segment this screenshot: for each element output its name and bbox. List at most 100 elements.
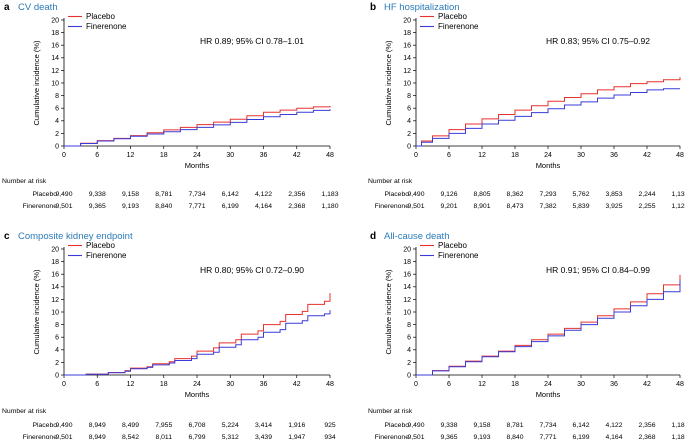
risk-cell: 3,853 [605, 191, 622, 198]
y-tick-label: 14 [403, 55, 411, 62]
y-tick-label: 8 [55, 93, 59, 100]
risk-cell: 4,164 [255, 203, 272, 210]
x-tick-label: 42 [293, 152, 301, 159]
risk-cell: 1,183 [671, 422, 685, 429]
risk-cell: 2,368 [288, 203, 305, 210]
risk-cell: 7,293 [539, 191, 556, 198]
hr-annotation: HR 0.91; 95% CI 0.84–0.99 [546, 265, 650, 275]
risk-cell: 1,180 [321, 203, 338, 210]
y-axis-label: Cumulative incidence (%) [384, 40, 393, 126]
y-tick-label: 18 [403, 30, 411, 37]
x-tick-label: 18 [160, 152, 168, 159]
y-tick-label: 10 [51, 80, 59, 87]
risk-cell: 2,368 [638, 434, 655, 441]
hr-annotation: HR 0.89; 95% CI 0.78–1.01 [200, 36, 304, 46]
y-tick-label: 6 [407, 335, 411, 342]
risk-table-header: Number at risk [368, 408, 413, 415]
y-tick-label: 8 [407, 322, 411, 329]
x-tick-label: 42 [293, 381, 301, 388]
risk-cell: 5,224 [222, 422, 239, 429]
x-tick-label: 12 [127, 381, 135, 388]
risk-cell: 8,781 [506, 422, 523, 429]
x-tick-label: 24 [544, 152, 552, 159]
risk-cell: 8,840 [506, 434, 523, 441]
x-tick-label: 36 [260, 152, 268, 159]
x-tick-label: 6 [447, 381, 451, 388]
y-tick-label: 18 [403, 259, 411, 266]
risk-cell: 9,126 [440, 191, 457, 198]
series-line-finerenone [64, 310, 331, 376]
panel-letter: a [4, 2, 10, 13]
x-tick-label: 6 [95, 152, 99, 159]
risk-row-label: Finerenone [375, 434, 410, 441]
y-tick-label: 4 [55, 118, 59, 125]
risk-cell: 9,193 [473, 434, 490, 441]
y-tick-label: 10 [403, 309, 411, 316]
y-tick-label: 16 [403, 43, 411, 50]
risk-cell: 3,925 [605, 203, 622, 210]
risk-cell: 3,439 [255, 434, 272, 441]
risk-cell: 2,255 [638, 203, 655, 210]
risk-cell: 5,839 [572, 203, 589, 210]
legend-label: Placebo [438, 12, 467, 21]
risk-cell: 9,490 [55, 422, 72, 429]
risk-cell: 6,142 [572, 422, 589, 429]
x-tick-label: 18 [511, 381, 519, 388]
y-tick-label: 4 [55, 347, 59, 354]
x-tick-label: 48 [326, 152, 334, 159]
risk-cell: 8,840 [155, 203, 172, 210]
series-line-placebo [64, 293, 331, 376]
y-tick-label: 8 [407, 93, 411, 100]
risk-cell: 934 [324, 434, 336, 441]
risk-cell: 6,199 [222, 203, 239, 210]
y-tick-label: 2 [407, 360, 411, 367]
risk-cell: 4,122 [605, 422, 622, 429]
y-tick-label: 6 [55, 335, 59, 342]
risk-cell: 9,490 [55, 191, 72, 198]
risk-cell: 7,955 [155, 422, 172, 429]
legend-label: Finerenone [86, 251, 127, 260]
risk-cell: 7,382 [539, 203, 556, 210]
risk-cell: 9,501 [407, 434, 424, 441]
x-tick-label: 42 [643, 152, 651, 159]
x-tick-label: 48 [676, 381, 684, 388]
y-tick-label: 16 [51, 43, 59, 50]
risk-cell: 7,734 [188, 191, 205, 198]
y-tick-label: 0 [55, 372, 59, 379]
y-tick-label: 14 [51, 55, 59, 62]
y-tick-label: 12 [403, 297, 411, 304]
risk-row-label: Placebo [384, 422, 409, 429]
y-tick-label: 2 [55, 360, 59, 367]
y-tick-label: 16 [403, 272, 411, 279]
y-tick-label: 20 [403, 17, 411, 24]
risk-cell: 8,949 [89, 434, 106, 441]
y-tick-label: 0 [55, 143, 59, 150]
x-tick-label: 48 [676, 152, 684, 159]
panel-letter: c [4, 231, 10, 242]
risk-cell: 9,338 [89, 191, 106, 198]
series-line-placebo [416, 274, 681, 376]
risk-cell: 1,183 [321, 191, 338, 198]
risk-cell: 6,199 [572, 434, 589, 441]
y-axis-label: Cumulative incidence (%) [384, 269, 393, 355]
y-tick-label: 20 [51, 17, 59, 24]
risk-cell: 9,338 [440, 422, 457, 429]
y-tick-label: 0 [407, 372, 411, 379]
y-tick-label: 18 [51, 259, 59, 266]
series-line-placebo [416, 77, 681, 147]
risk-cell: 4,164 [605, 434, 622, 441]
legend-label: Finerenone [438, 251, 479, 260]
legend-label: Placebo [86, 241, 115, 250]
risk-table-header: Number at risk [2, 408, 47, 415]
panel-letter: b [370, 2, 376, 13]
y-tick-label: 12 [403, 68, 411, 75]
x-axis-label: Months [536, 390, 561, 399]
y-axis-label: Cumulative incidence (%) [32, 269, 41, 355]
x-tick-label: 0 [62, 152, 66, 159]
risk-cell: 1,133 [671, 191, 685, 198]
panel-c: c Composite kidney endpoint02468101214161… [2, 231, 336, 441]
y-tick-label: 6 [407, 106, 411, 113]
risk-cell: 5,762 [572, 191, 589, 198]
